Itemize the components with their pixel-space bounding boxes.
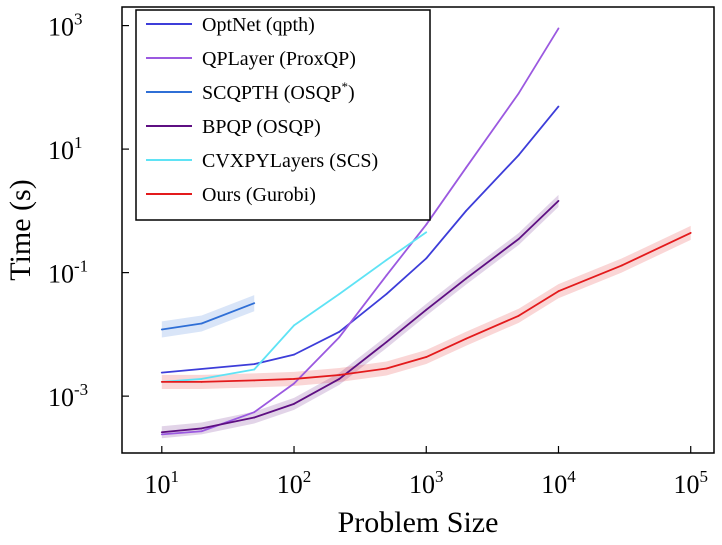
point-cvxpylayers-scs-6: [425, 231, 428, 234]
line-qplayer-proxqp: [161, 27, 560, 436]
point-ours-gurobi-6: [425, 356, 428, 358]
point-ours-gurobi-7: [465, 337, 467, 340]
point-bpqp-osqp-4: [338, 378, 341, 380]
point-optnet-qpth-0: [160, 371, 163, 374]
y-tick-label: 10-3: [48, 380, 88, 412]
point-optnet-qpth-1: [253, 363, 256, 366]
point-bpqp-osqp-7: [465, 277, 467, 280]
point-optnet-qpth-2: [293, 353, 295, 356]
point-cvxpylayers-scs-5: [385, 259, 388, 261]
x-axis-label: Problem Size: [338, 506, 499, 539]
y-axis-ticks: 10-3 10-1 101 103: [48, 10, 129, 412]
point-cvxpylayers-scs-4: [338, 293, 341, 295]
point-ours-gurobi-1: [200, 381, 203, 383]
x-tick-label: 105: [673, 467, 708, 499]
series-cvxpylayers-scs: [160, 231, 428, 383]
point-ours-gurobi-3: [293, 378, 295, 380]
point-ours-gurobi-5: [385, 367, 388, 370]
point-optnet-qpth-5: [425, 257, 428, 260]
point-ours-gurobi-9: [557, 290, 560, 293]
point-qplayer-proxqp-0: [160, 433, 163, 436]
legend: OptNet (qpth) QPLayer (ProxQP) SCQPTH (OSQ…: [135, 9, 431, 221]
y-tick-label: 101: [48, 133, 83, 165]
x-tick-label: 104: [541, 467, 576, 499]
legend-item-qplayer-proxqp: QPLayer (ProxQP): [146, 48, 356, 70]
point-qplayer-proxqp-4: [338, 336, 341, 339]
point-ours-gurobi-0: [160, 381, 163, 383]
point-ours-gurobi-2: [253, 379, 256, 382]
point-qplayer-proxqp-9: [557, 27, 560, 30]
legend-label: SCQPTH (OSQP*): [202, 79, 355, 104]
legend-label: BPQP (OSQP): [202, 116, 321, 138]
point-optnet-qpth-3: [338, 330, 341, 333]
legend-item-scqpth-osqp: SCQPTH (OSQP*): [146, 79, 355, 104]
point-qplayer-proxqp-2: [253, 411, 256, 414]
point-cvxpylayers-scs-1: [200, 378, 203, 380]
point-scqpth-osqp-1: [200, 322, 203, 325]
point-optnet-qpth-6: [465, 209, 467, 212]
point-qplayer-proxqp-5: [385, 274, 388, 277]
legend-label: QPLayer (ProxQP): [202, 48, 356, 70]
point-ours-gurobi-11: [689, 231, 692, 234]
legend-item-bpqp-osqp: BPQP (OSQP): [146, 116, 321, 138]
legend-label: Ours (Gurobi): [202, 184, 316, 206]
series-optnet-qpth: [160, 105, 560, 374]
series-qplayer-proxqp: [160, 27, 560, 436]
point-bpqp-osqp-5: [385, 341, 388, 343]
y-tick-label: 103: [48, 10, 83, 42]
point-ours-gurobi-4: [338, 374, 341, 376]
legend-box: [135, 9, 431, 221]
y-tick-label: 10-1: [48, 257, 88, 289]
series-bpqp-osqp: [160, 199, 560, 434]
legend-label: OptNet (qpth): [202, 14, 315, 36]
point-qplayer-proxqp-1: [200, 430, 203, 433]
series-scqpth-osqp: [160, 302, 256, 331]
point-scqpth-osqp-2: [253, 302, 256, 305]
x-tick-label: 103: [409, 467, 444, 499]
legend-label: CVXPYLayers (SCS): [202, 150, 378, 172]
point-bpqp-osqp-6: [425, 308, 428, 311]
plot-frame: [121, 6, 715, 454]
line-ours-gurobi: [161, 232, 692, 383]
line-cvxpylayers-scs: [161, 231, 427, 383]
legend-item-optnet-qpth: OptNet (qpth): [146, 14, 315, 36]
point-scqpth-osqp-0: [160, 328, 163, 331]
x-tick-label: 102: [277, 467, 312, 499]
point-cvxpylayers-scs-2: [253, 368, 256, 371]
point-bpqp-osqp-8: [517, 238, 520, 240]
point-cvxpylayers-scs-3: [293, 324, 295, 327]
point-qplayer-proxqp-6: [425, 223, 428, 226]
line-bpqp-osqp: [161, 200, 560, 434]
point-optnet-qpth-8: [557, 105, 560, 108]
point-bpqp-osqp-9: [557, 199, 560, 202]
x-tick-label: 101: [145, 467, 180, 499]
point-qplayer-proxqp-7: [465, 166, 467, 169]
point-bpqp-osqp-3: [293, 402, 295, 405]
point-bpqp-osqp-1: [200, 427, 203, 430]
point-optnet-qpth-4: [385, 293, 388, 295]
series-ours-gurobi: [160, 231, 692, 383]
series-lines: [160, 27, 692, 436]
y-axis-label: Time (s): [4, 179, 37, 280]
point-ours-gurobi-10: [620, 264, 623, 267]
point-optnet-qpth-7: [517, 154, 520, 156]
point-qplayer-proxqp-8: [517, 92, 520, 95]
point-qplayer-proxqp-3: [293, 382, 295, 385]
point-bpqp-osqp-0: [160, 431, 163, 434]
legend-item-cvxpylayers-scs: CVXPYLayers (SCS): [146, 150, 378, 172]
point-bpqp-osqp-2: [253, 416, 256, 419]
band-scqpth-osqp: [161, 295, 255, 338]
legend-item-ours-gurobi: Ours (Gurobi): [146, 184, 316, 206]
point-ours-gurobi-8: [517, 314, 520, 317]
x-axis-ticks: 101 102 103 104 105: [145, 446, 708, 499]
